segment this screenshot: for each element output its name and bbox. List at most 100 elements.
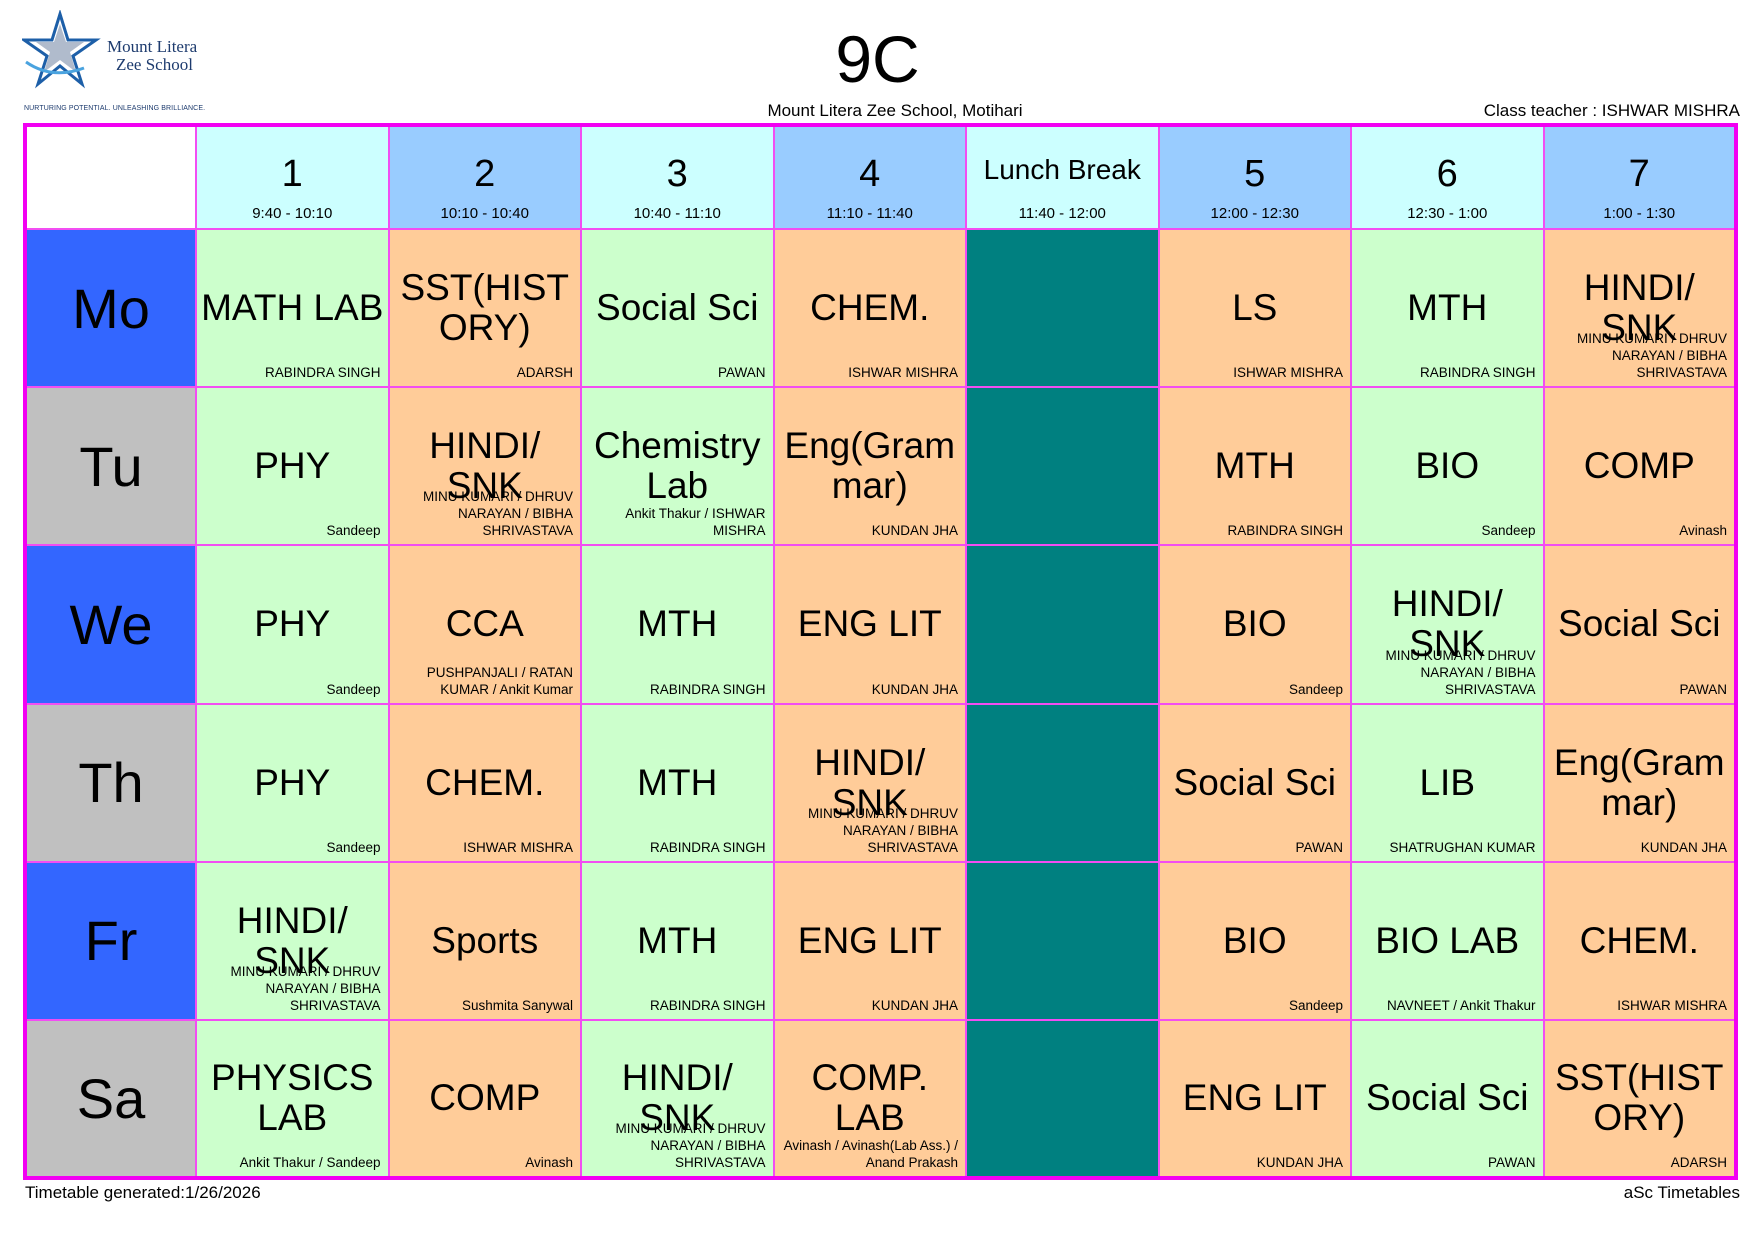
teacher-name: KUNDAN JHA: [1256, 1155, 1343, 1170]
teacher-name: PAWAN: [1679, 681, 1727, 697]
period-header: 2 10:10 - 10:40: [387, 123, 582, 231]
lesson-cell: MTH RABINDRA SINGH: [1350, 228, 1545, 389]
teacher-name: KUNDAN JHA: [871, 681, 958, 697]
day-label: Th: [24, 702, 197, 863]
teacher-name: ISHWAR MISHRA: [463, 839, 573, 855]
subject-name: COMP: [429, 1077, 541, 1119]
teacher-name: RABINDRA SINGH: [1419, 365, 1536, 381]
teacher-name: Sandeep: [1288, 997, 1343, 1013]
teacher-name: Avinash: [525, 1155, 573, 1170]
teacher-name: PAWAN: [717, 365, 766, 381]
day-label: Mo: [24, 228, 197, 389]
lesson-cell: COMP. LAB Avinash / Avinash(Lab Ass.) / A…: [772, 1018, 967, 1180]
teacher-name: NAVNEET / Ankit Thakur: [1386, 997, 1536, 1013]
lesson-cell: PHYSICS LAB Ankit Thakur / Sandeep: [195, 1018, 390, 1180]
class-teacher: Class teacher : ISHWAR MISHRA: [1483, 101, 1740, 120]
subject-name: PHYSICS LAB: [211, 1057, 374, 1139]
subject-name: MATH LAB: [201, 287, 384, 329]
teacher-name: MINU KUMARI / DHRUV NARAYAN / BIBHA SHRI…: [615, 1121, 766, 1170]
period-time: 12:00 - 12:30: [1210, 205, 1299, 223]
lesson-cell: CHEM. ISHWAR MISHRA: [772, 228, 967, 389]
page-title: 9C: [835, 22, 920, 96]
subject-name: ENG LIT: [797, 919, 942, 961]
period-label: 2: [474, 153, 496, 195]
subject-name: Social Sci: [596, 287, 759, 329]
period-header: 3 10:40 - 11:10: [580, 123, 775, 231]
subject-name: Sports: [431, 919, 539, 961]
school-logo: Mount Litera Zee School NURTURING POTENT…: [22, 10, 212, 118]
period-header: 5 12:00 - 12:30: [1157, 123, 1352, 231]
lesson-cell: HINDI/ SNK MINU KUMARI / DHRUV NARAYAN / …: [1542, 228, 1737, 389]
teacher-name: MINU KUMARI / DHRUV NARAYAN / BIBHA SHRI…: [422, 489, 573, 539]
subject-name: Eng(Gram mar): [784, 425, 956, 507]
day-label: We: [24, 544, 197, 705]
period-label: Lunch Break: [983, 154, 1141, 185]
period-label: 3: [666, 153, 688, 195]
lunch-break-cell: [965, 544, 1160, 705]
subject-name: HINDI/ SNK: [1583, 267, 1695, 349]
teacher-name: ISHWAR MISHRA: [1233, 365, 1343, 381]
lesson-cell: MTH RABINDRA SINGH: [580, 544, 775, 705]
teacher-name: Avinash / Avinash(Lab Ass.) / Anand Prak…: [783, 1138, 958, 1170]
subject-name: MTH: [1214, 445, 1295, 487]
lesson-cell: CHEM. ISHWAR MISHRA: [1542, 860, 1737, 1021]
lesson-cell: CHEM. ISHWAR MISHRA: [387, 702, 582, 863]
lesson-cell: HINDI/ SNK MINU KUMARI / DHRUV NARAYAN / …: [772, 702, 967, 863]
lesson-cell: Sports Sushmita Sanywal: [387, 860, 582, 1021]
period-label: 5: [1244, 153, 1266, 195]
subject-name: MTH: [637, 919, 718, 961]
lesson-cell: PHY Sandeep: [195, 544, 390, 705]
lesson-cell: MTH RABINDRA SINGH: [580, 702, 775, 863]
subject-name: Social Sci: [1173, 761, 1336, 803]
teacher-name: Sandeep: [326, 681, 381, 697]
corner-cell: [24, 123, 197, 231]
period-header: 7 1:00 - 1:30: [1542, 123, 1737, 231]
teacher-name: PAWAN: [1487, 1155, 1536, 1170]
lesson-cell: ENG LIT KUNDAN JHA: [1157, 1018, 1352, 1180]
subject-name: BIO: [1415, 445, 1480, 487]
teacher-name: Sandeep: [326, 839, 381, 855]
day-label: Fr: [24, 860, 197, 1021]
teacher-name: RABINDRA SINGH: [264, 365, 381, 381]
teacher-name: RABINDRA SINGH: [649, 681, 766, 697]
teacher-name: RABINDRA SINGH: [649, 997, 766, 1013]
teacher-name: Sandeep: [326, 523, 381, 539]
subject-name: PHY: [254, 445, 331, 487]
subject-name: Social Sci: [1558, 603, 1721, 645]
teacher-name: Ankit Thakur / Sandeep: [239, 1155, 381, 1170]
lesson-cell: Social Sci PAWAN: [580, 228, 775, 389]
lesson-cell: MATH LAB RABINDRA SINGH: [195, 228, 390, 389]
teacher-name: ISHWAR MISHRA: [848, 365, 958, 381]
period-time: 12:30 - 1:00: [1407, 205, 1488, 223]
lesson-cell: Social Sci PAWAN: [1542, 544, 1737, 705]
period-time: 9:40 - 10:10: [252, 205, 333, 223]
subject-name: MTH: [637, 603, 718, 645]
period-header: 1 9:40 - 10:10: [195, 123, 390, 231]
subject-name: BIO: [1222, 919, 1287, 961]
generated-date: Timetable generated:1/26/2026: [25, 1183, 261, 1202]
period-header-lunch: Lunch Break 11:40 - 12:00: [965, 123, 1160, 231]
lesson-cell: MTH RABINDRA SINGH: [580, 860, 775, 1021]
teacher-name: MINU KUMARI / DHRUV NARAYAN / BIBHA SHRI…: [1576, 331, 1727, 381]
subject-name: PHY: [254, 603, 331, 645]
subject-name: COMP: [1583, 445, 1695, 487]
lesson-cell: MTH RABINDRA SINGH: [1157, 386, 1352, 547]
lesson-cell: Social Sci PAWAN: [1350, 1018, 1545, 1180]
subject-name: BIO LAB: [1375, 919, 1520, 961]
teacher-name: ADARSH: [516, 365, 573, 381]
subject-name: Chemistry Lab: [593, 425, 761, 507]
subject-name: LS: [1232, 287, 1278, 329]
lesson-cell: HINDI/ SNK MINU KUMARI / DHRUV NARAYAN / …: [387, 386, 582, 547]
subject-name: MTH: [637, 761, 718, 803]
period-time: 11:10 - 11:40: [826, 205, 913, 223]
teacher-name: Ankit Thakur / ISHWAR MISHRA: [625, 506, 766, 539]
period-label: 1: [281, 153, 303, 195]
subject-name: CHEM.: [425, 761, 545, 803]
lesson-cell: BIO Sandeep: [1157, 860, 1352, 1021]
teacher-name: ISHWAR MISHRA: [1617, 997, 1727, 1013]
day-row: Mo MATH LAB RABINDRA SINGH SST(HIST ORY) ADA…: [24, 228, 1737, 389]
logo-name-line1: Mount Litera: [107, 37, 198, 56]
day-label: Sa: [24, 1018, 197, 1180]
teacher-name: KUNDAN JHA: [1640, 839, 1727, 855]
teacher-name: KUNDAN JHA: [871, 997, 958, 1013]
